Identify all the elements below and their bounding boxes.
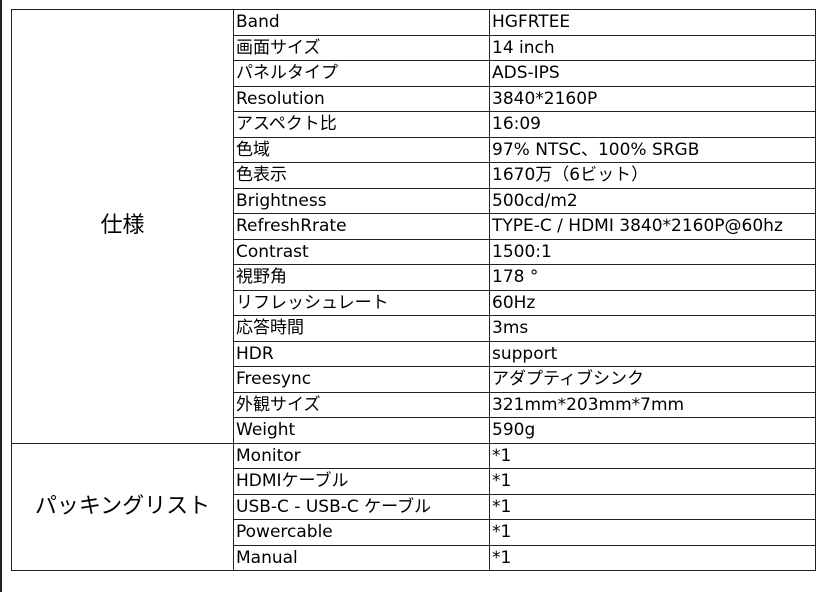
item-name: リフレッシュレート — [233, 289, 490, 316]
category-label: 仕様 — [11, 9, 234, 444]
table-row: 視野角 178 ° — [12, 264, 816, 291]
item-value: *1 — [489, 544, 816, 571]
item-value: ADS-IPS — [489, 60, 816, 87]
table-row: HDMIケーブル *1 — [12, 468, 816, 495]
table-row: Weight 590g — [12, 417, 816, 444]
item-value: *1 — [489, 519, 816, 546]
item-value: 1670万（6ビット） — [489, 162, 816, 189]
item-value: 16:09 — [489, 111, 816, 138]
item-name: Resolution — [233, 85, 490, 112]
table-row: Manual *1 — [12, 544, 816, 571]
item-name: USB-C - USB-C ケーブル — [233, 493, 490, 520]
item-value: 1500:1 — [489, 238, 816, 265]
item-name: アスペクト比 — [233, 111, 490, 138]
table-row: RefreshRrate TYPE-C / HDMI 3840*2160P@60h… — [12, 213, 816, 240]
item-value: support — [489, 340, 816, 367]
item-value: *1 — [489, 493, 816, 520]
item-value: *1 — [489, 442, 816, 469]
item-name: 色表示 — [233, 162, 490, 189]
item-name: RefreshRrate — [233, 213, 490, 240]
table-row: アスペクト比 16:09 — [12, 111, 816, 138]
table-row: 画面サイズ 14 inch — [12, 34, 816, 61]
item-name: Powercable — [233, 519, 490, 546]
item-value: 14 inch — [489, 34, 816, 61]
item-value: *1 — [489, 468, 816, 495]
table-row: 応答時間 3ms — [12, 315, 816, 342]
item-value: 97% NTSC、100% SRGB — [489, 136, 816, 163]
item-value: 500cd/m2 — [489, 187, 816, 214]
item-name: Band — [233, 9, 490, 36]
item-name: 画面サイズ — [233, 34, 490, 61]
table-row: 外観サイズ 321mm*203mm*7mm — [12, 391, 816, 418]
item-value: 3840*2160P — [489, 85, 816, 112]
item-value: アダプティブシンク — [489, 366, 816, 393]
table-row: Resolution 3840*2160P — [12, 85, 816, 112]
page-edge-line — [0, 0, 2, 592]
table-row: 色域 97% NTSC、100% SRGB — [12, 136, 816, 163]
item-name: パネルタイプ — [233, 60, 490, 87]
table-row: 色表示 1670万（6ビット） — [12, 162, 816, 189]
item-value: 3ms — [489, 315, 816, 342]
item-name: 応答時間 — [233, 315, 490, 342]
item-name: 色域 — [233, 136, 490, 163]
item-name: 視野角 — [233, 264, 490, 291]
table-row: パネルタイプ ADS-IPS — [12, 60, 816, 87]
item-name: Brightness — [233, 187, 490, 214]
table-row: 仕様 Band HGFRTEE — [11, 9, 816, 444]
table-row: HDR support — [12, 340, 816, 367]
item-name: Manual — [233, 544, 490, 571]
table-row: Freesync アダプティブシンク — [12, 366, 816, 393]
item-name: HDR — [233, 340, 490, 367]
item-name: Weight — [233, 417, 490, 444]
item-value: 590g — [489, 417, 816, 444]
item-name: 外観サイズ — [233, 391, 490, 418]
table-row: Brightness 500cd/m2 — [12, 187, 816, 214]
item-value: HGFRTEE — [489, 9, 816, 36]
item-name: Monitor — [233, 442, 490, 469]
item-name: Contrast — [233, 238, 490, 265]
category-label: パッキングリスト — [11, 442, 234, 571]
item-value: TYPE-C / HDMI 3840*2160P@60hz — [489, 213, 816, 240]
item-value: 60Hz — [489, 289, 816, 316]
item-value: 178 ° — [489, 264, 816, 291]
item-name: Freesync — [233, 366, 490, 393]
item-name: HDMIケーブル — [233, 468, 490, 495]
table-row: パッキングリスト Monitor *1 — [11, 442, 816, 571]
item-value: 321mm*203mm*7mm — [489, 391, 816, 418]
spec-table: 仕様 Band HGFRTEE 画面サイズ 14 inch パネルタイプ ADS-IPS Re… — [11, 9, 816, 571]
